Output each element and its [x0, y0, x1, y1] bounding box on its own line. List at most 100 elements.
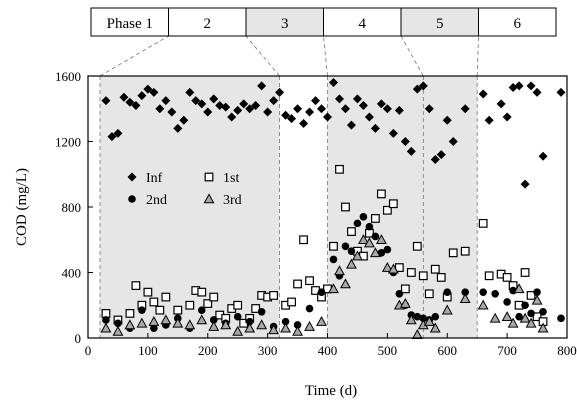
point-1st-24	[269, 291, 279, 300]
phase-label-5: 5	[436, 16, 444, 32]
point-inf-60	[478, 89, 488, 99]
point-1st-9	[173, 305, 183, 315]
point-2nd-19	[329, 255, 338, 264]
point-2nd-24	[359, 213, 368, 221]
point-2nd-39	[479, 288, 487, 296]
point-2nd-3	[138, 306, 146, 314]
point-1st-54	[460, 246, 470, 256]
x-tick-label-4: 400	[318, 343, 338, 358]
point-2nd-17	[305, 304, 314, 313]
point-1st-6	[149, 297, 159, 307]
point-2nd-37	[443, 288, 452, 296]
point-inf-66	[520, 179, 530, 189]
point-1st-33	[329, 241, 338, 251]
phase-boundaries	[99, 35, 479, 338]
point-1st-56	[484, 271, 494, 281]
phase-connector-1	[99, 35, 169, 77]
point-3rd-15	[280, 323, 291, 333]
point-inf-36	[317, 104, 327, 114]
point-2nd-22	[347, 247, 356, 256]
phase-box-5	[400, 7, 479, 37]
legend-marker-2nd	[128, 195, 136, 203]
phase-box-1	[90, 7, 169, 37]
x-tick-label-8: 800	[557, 343, 577, 358]
point-1st-18	[233, 300, 243, 310]
point-inf-61	[484, 115, 494, 125]
point-2nd-30	[395, 289, 404, 298]
x-axis-label: Time (d)	[305, 383, 357, 399]
x-tick-label-3: 300	[258, 343, 278, 358]
x-tick-label-6: 600	[438, 343, 458, 358]
point-1st-14	[209, 292, 219, 302]
point-1st-50	[430, 264, 440, 274]
point-3rd-40	[490, 313, 501, 323]
point-1st-12	[197, 287, 207, 297]
point-3rd-41	[502, 311, 513, 322]
point-1st-46	[406, 268, 416, 277]
point-inf-34	[305, 107, 315, 117]
y-tick-label-2: 800	[62, 200, 82, 215]
legend-label-1st: 1st	[223, 171, 239, 186]
point-1st-49	[424, 289, 434, 299]
phase-label-3: 3	[281, 16, 289, 32]
point-3rd-16	[292, 326, 303, 336]
phase-shade-2	[99, 76, 280, 338]
x-tick-label-5: 500	[378, 343, 398, 358]
y-axis-label: COD (mg/L)	[14, 168, 30, 246]
x-axis-ticks: 0 100 200 300 400 500 600 700 800	[85, 333, 577, 358]
point-3rd-18	[316, 316, 327, 326]
point-2nd-26	[371, 232, 380, 241]
point-1st-58	[502, 273, 512, 282]
phase-label-2: 2	[204, 16, 212, 32]
point-inf-32	[293, 104, 303, 114]
phase-box-4	[323, 7, 402, 37]
point-1st-5	[143, 287, 153, 297]
x-tick-label-7: 700	[497, 343, 517, 358]
y-tick-label-4: 1600	[55, 69, 81, 84]
point-2nd-36	[431, 312, 440, 321]
point-2nd-8	[197, 306, 206, 314]
point-1st-41	[376, 189, 386, 199]
point-1st-8	[161, 292, 171, 302]
legend-marker-1st	[204, 172, 214, 182]
point-2nd-25	[365, 222, 374, 231]
point-1st-26	[287, 297, 296, 307]
point-inf-69	[538, 151, 548, 161]
point-1st-7	[155, 305, 165, 315]
point-2nd-18	[317, 288, 326, 296]
legend: Inf 1st 2nd 3rd	[127, 171, 242, 208]
phase-label-6: 6	[514, 16, 522, 32]
point-1st-48	[418, 271, 428, 281]
phase-box-6	[478, 7, 557, 37]
point-1st-40	[371, 214, 380, 223]
phase-connector-4	[400, 35, 424, 77]
x-tick-label-1: 100	[138, 343, 158, 358]
phase-label-4: 4	[359, 16, 367, 32]
y-tick-label-3: 1200	[55, 135, 81, 150]
point-2nd-13	[257, 308, 266, 316]
point-2nd-47	[539, 308, 547, 316]
point-1st-45	[400, 284, 410, 294]
point-inf-35	[311, 96, 321, 106]
point-inf-68	[532, 87, 542, 97]
point-inf-70	[556, 87, 566, 97]
point-2nd-11	[233, 312, 242, 321]
point-2nd-21	[341, 242, 350, 251]
point-1st-29	[305, 276, 314, 286]
point-2nd-40	[491, 289, 499, 298]
phase-bar: Phase 1 2 3 4 5 6	[90, 7, 557, 37]
point-2nd-48	[557, 314, 565, 323]
point-1st-47	[412, 241, 422, 251]
point-1st-53	[448, 248, 458, 258]
phase-box-3	[245, 7, 324, 37]
point-1st-10	[185, 300, 195, 310]
phase-label-1: Phase 1	[107, 16, 153, 32]
point-inf-63	[502, 112, 512, 122]
point-1st-43	[388, 199, 398, 209]
point-2nd-44	[521, 301, 529, 310]
point-3rd-39	[478, 300, 489, 310]
phase-connector-3	[323, 35, 328, 77]
point-inf-62	[496, 99, 506, 109]
x-tick-label-2: 200	[198, 343, 218, 358]
